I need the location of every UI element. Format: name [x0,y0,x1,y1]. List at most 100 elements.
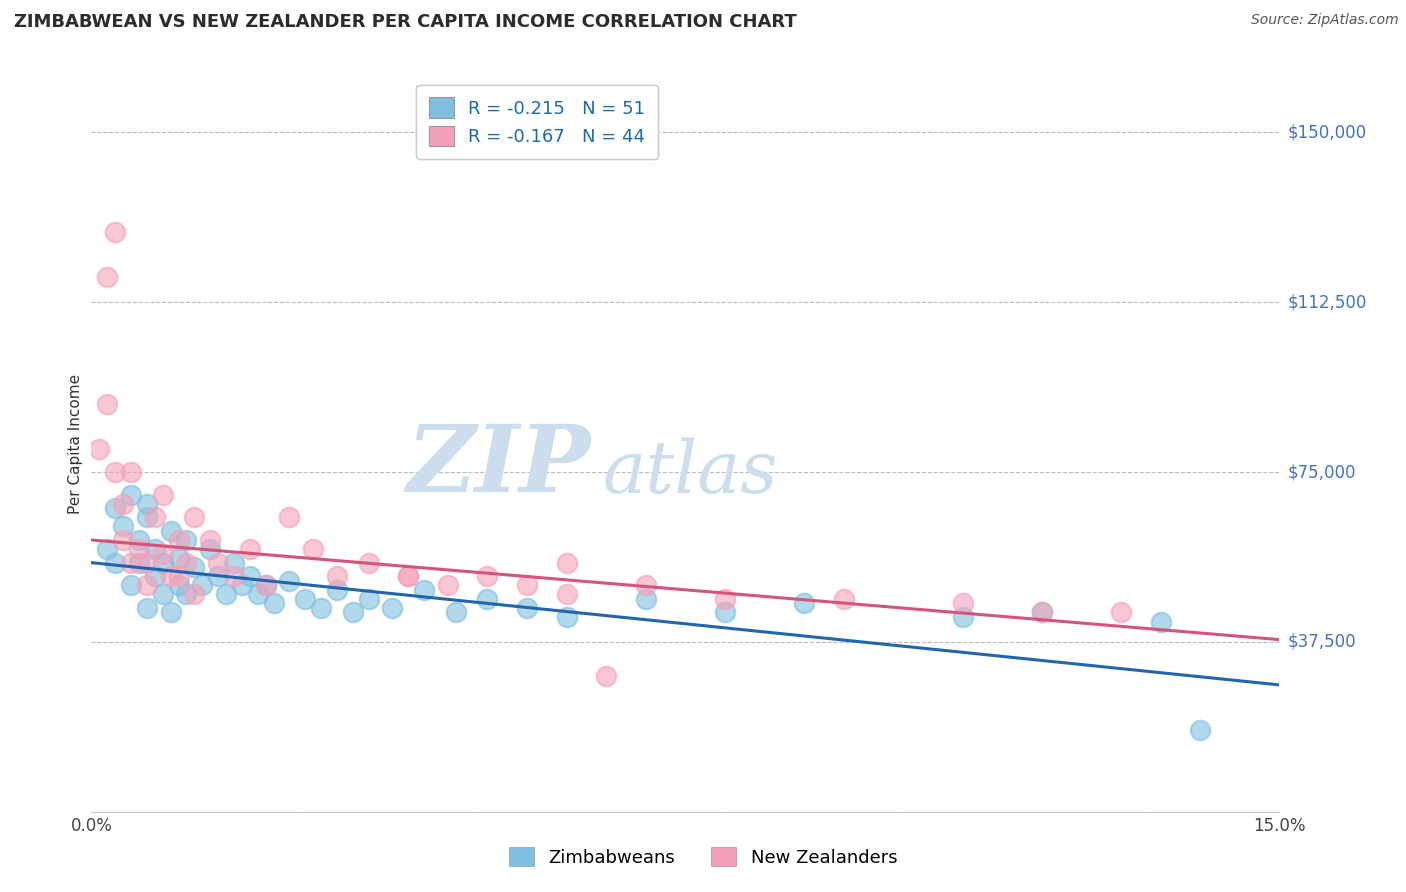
Point [183,560,205,574]
Point [191,578,214,592]
Text: $37,500: $37,500 [1288,633,1357,651]
Point [309,601,332,615]
Point [342,606,364,620]
Point [326,582,349,597]
Point [555,610,578,624]
Point [112,533,135,547]
Point [167,569,190,583]
Point [128,533,150,547]
Point [357,591,380,606]
Point [152,587,174,601]
Point [96,542,118,557]
Point [135,601,157,615]
Point [595,669,617,683]
Point [1150,615,1173,629]
Point [159,569,181,583]
Point [326,569,349,583]
Point [167,578,190,592]
Point [634,591,657,606]
Legend: R = -0.215   N = 51, R = -0.167   N = 44: R = -0.215 N = 51, R = -0.167 N = 44 [416,85,658,159]
Point [167,533,190,547]
Point [278,574,301,588]
Point [183,587,205,601]
Point [1031,606,1053,620]
Point [714,591,737,606]
Point [135,497,157,511]
Point [436,578,458,592]
Point [413,582,436,597]
Point [207,569,229,583]
Point [207,556,229,570]
Point [176,556,198,570]
Point [159,524,181,538]
Point [516,601,538,615]
Point [278,510,301,524]
Point [183,510,205,524]
Point [1189,723,1212,738]
Point [477,591,499,606]
Point [120,488,142,502]
Point [222,569,245,583]
Point [254,578,277,592]
Point [246,587,269,601]
Text: $150,000: $150,000 [1288,123,1367,142]
Point [104,465,127,479]
Legend: Zimbabweans, New Zealanders: Zimbabweans, New Zealanders [502,840,904,874]
Point [396,569,419,583]
Point [135,578,157,592]
Point [104,556,127,570]
Point [167,551,190,566]
Point [254,578,277,592]
Point [176,533,198,547]
Point [143,569,166,583]
Point [159,606,181,620]
Point [634,578,657,592]
Point [96,270,118,285]
Y-axis label: Per Capita Income: Per Capita Income [67,374,83,514]
Point [239,569,262,583]
Point [120,578,142,592]
Point [152,488,174,502]
Point [128,556,150,570]
Point [120,556,142,570]
Point [89,442,111,457]
Point [120,465,142,479]
Point [555,587,578,601]
Point [516,578,538,592]
Point [231,578,253,592]
Point [477,569,499,583]
Point [952,610,974,624]
Text: ZIP: ZIP [406,421,591,511]
Point [793,596,815,610]
Point [396,569,419,583]
Point [112,519,135,533]
Point [104,501,127,516]
Point [143,510,166,524]
Point [200,533,222,547]
Text: $75,000: $75,000 [1288,463,1357,481]
Point [135,510,157,524]
Point [239,542,262,557]
Text: ZIMBABWEAN VS NEW ZEALANDER PER CAPITA INCOME CORRELATION CHART: ZIMBABWEAN VS NEW ZEALANDER PER CAPITA I… [14,13,797,31]
Text: atlas: atlas [602,438,778,508]
Point [1109,606,1132,620]
Point [96,397,118,411]
Point [714,606,737,620]
Point [302,542,325,557]
Point [128,542,150,557]
Point [215,587,238,601]
Point [152,547,174,561]
Point [176,587,198,601]
Point [200,542,222,557]
Text: $112,500: $112,500 [1288,293,1367,311]
Point [143,542,166,557]
Point [357,556,380,570]
Point [263,596,285,610]
Point [1031,606,1053,620]
Point [135,556,157,570]
Point [444,606,467,620]
Point [104,225,127,239]
Point [952,596,974,610]
Point [222,556,245,570]
Text: Source: ZipAtlas.com: Source: ZipAtlas.com [1251,13,1399,28]
